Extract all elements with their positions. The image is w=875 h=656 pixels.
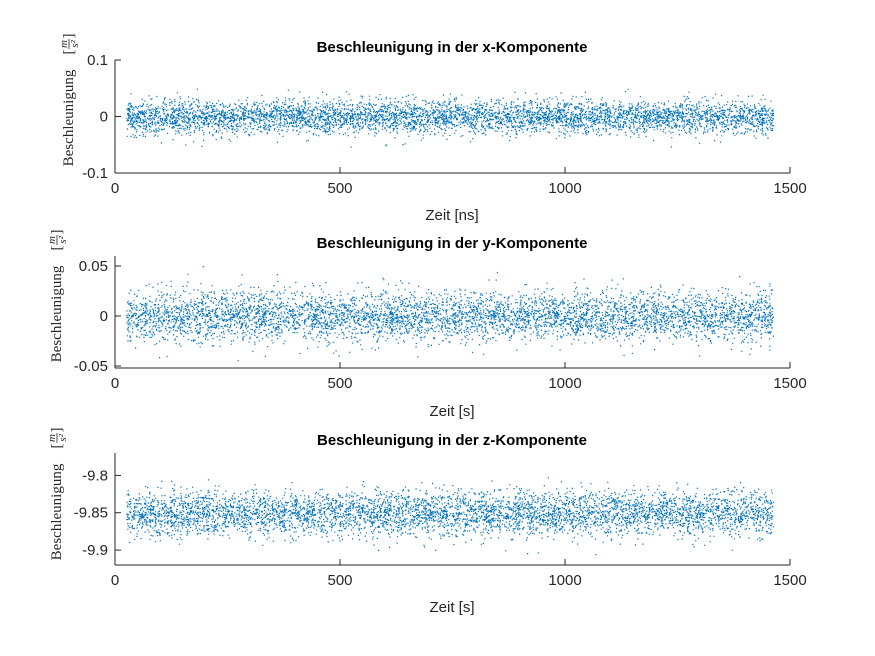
scatter-points	[126, 88, 775, 148]
y-axis-label: Beschleunigung [ m s² ]	[58, 34, 81, 167]
chart-title: Beschleunigung in der x-Komponente	[317, 39, 588, 56]
y-axis-label: Beschleunigung [ m s² ]	[46, 428, 69, 561]
y-tick-label: -9.85	[74, 505, 108, 522]
chart-title: Beschleunigung in der z-Komponente	[317, 432, 587, 449]
y-tick-label: 0	[100, 308, 108, 325]
x-axis-label: Zeit [s]	[429, 599, 474, 616]
unit-numerator: m	[46, 236, 58, 244]
scatter-series	[126, 266, 775, 362]
y-axis-label-text: Beschleunigung	[49, 463, 65, 560]
x-tick-label: 1500	[773, 572, 806, 589]
axes: 0 500 1000 1500 -9.9 -9.85 -9.8	[74, 453, 807, 589]
unit-numerator: m	[58, 40, 70, 48]
y-axis-unit: [ m s² ]	[46, 230, 69, 251]
x-tick-label: 1000	[548, 180, 581, 197]
x-tick-label: 500	[327, 572, 352, 589]
x-axis-label: Zeit [s]	[429, 403, 474, 420]
svg-text:]: ]	[49, 230, 65, 235]
scatter-series	[126, 477, 775, 556]
x-tick-label: 500	[327, 180, 352, 197]
y-tick-label: -9.9	[82, 542, 108, 559]
y-tick-label: -0.1	[82, 165, 108, 182]
unit-denominator: s²	[57, 434, 69, 442]
scatter-points	[126, 266, 775, 362]
x-axis-label: Zeit [ns]	[425, 207, 478, 224]
y-tick-label: 0.05	[79, 258, 108, 275]
svg-text:[: [	[61, 50, 77, 55]
x-tick-label: 0	[111, 375, 119, 392]
x-tick-label: 500	[327, 375, 352, 392]
subplot-y-component: Beschleunigung in der y-Komponente 0 500 1…	[46, 230, 807, 421]
unit-numerator: m	[46, 434, 58, 442]
y-axis-label-text: Beschleunigung	[61, 69, 77, 166]
svg-text:]: ]	[49, 428, 65, 433]
scatter-points	[126, 477, 775, 556]
y-tick-label: -9.8	[82, 467, 108, 484]
svg-text:]: ]	[61, 34, 77, 39]
y-axis-unit: [ m s² ]	[58, 34, 81, 55]
subplot-z-component: Beschleunigung in der z-Komponente 0 500 1…	[46, 428, 807, 617]
y-axis-label-text: Beschleunigung	[49, 265, 65, 362]
unit-denominator: s²	[69, 40, 81, 48]
y-axis-label: Beschleunigung [ m s² ]	[46, 230, 69, 363]
y-tick-label: -0.05	[74, 358, 108, 375]
y-tick-label: 0.1	[87, 52, 108, 69]
axes: 0 500 1000 1500-0.100.1	[82, 52, 807, 197]
svg-text:[: [	[49, 444, 65, 449]
chart-title: Beschleunigung in der y-Komponente	[317, 235, 588, 252]
scatter-series	[126, 88, 775, 148]
x-tick-label: 1500	[773, 375, 806, 392]
svg-text:[: [	[49, 246, 65, 251]
x-tick-label: 0	[111, 572, 119, 589]
x-tick-label: 1000	[548, 572, 581, 589]
x-tick-label: 1500	[773, 180, 806, 197]
unit-denominator: s²	[57, 236, 69, 244]
x-tick-label: 0	[111, 180, 119, 197]
y-tick-label: 0	[100, 109, 108, 126]
x-tick-label: 1000	[548, 375, 581, 392]
subplot-x-component: Beschleunigung in der x-Komponente 0 500 1…	[58, 34, 807, 225]
y-axis-unit: [ m s² ]	[46, 428, 69, 449]
